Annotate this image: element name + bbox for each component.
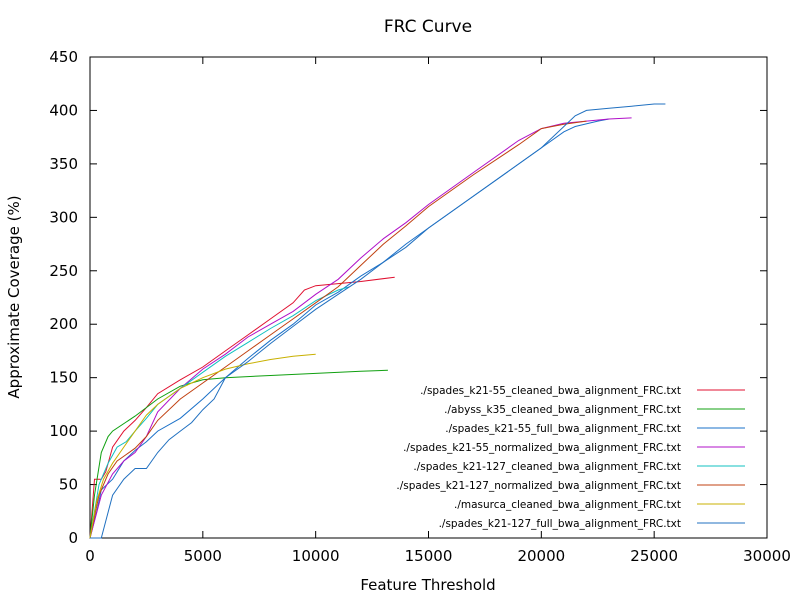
x-tick-label: 10000 (292, 547, 340, 565)
series-line-1 (89, 276, 395, 539)
series-line-4 (89, 117, 632, 539)
series-line-3 (89, 118, 610, 539)
legend-label-4: ./spades_k21-55_normalized_bwa_alignment… (403, 442, 681, 454)
series-line-5 (89, 286, 350, 539)
legend: ./spades_k21-55_cleaned_bwa_alignment_FR… (396, 385, 745, 530)
y-tick-label: 150 (49, 369, 78, 387)
x-tick-label: 5000 (184, 547, 222, 565)
y-tick-label: 300 (49, 208, 78, 226)
series-line-2 (89, 369, 388, 539)
series-lines (89, 103, 666, 539)
y-tick-label: 0 (68, 529, 78, 547)
x-tick-label: 15000 (405, 547, 453, 565)
legend-label-5: ./spades_k21-127_cleaned_bwa_alignment_F… (413, 461, 681, 473)
axis-ticks: 0 5000 10000 15000 20000 25000 30000 0 50 100 150 2… (49, 48, 791, 565)
y-axis-label: Approximate Coverage (%) (5, 195, 23, 398)
x-tick-label: 0 (85, 547, 95, 565)
series-line-7 (89, 353, 316, 539)
y-tick-label: 350 (49, 155, 78, 173)
legend-label-8: ./spades_k21-127_full_bwa_alignment_FRC.… (439, 518, 681, 530)
legend-label-7: ./masurca_cleaned_bwa_alignment_FRC.txt (454, 499, 681, 511)
series-line-8 (90, 103, 666, 539)
x-axis-label: Feature Threshold (360, 576, 495, 594)
legend-label-2: ./abyss_k35_cleaned_bwa_alignment_FRC.tx… (444, 404, 681, 416)
y-tick-label: 50 (59, 476, 78, 494)
x-tick-label: 30000 (743, 547, 791, 565)
y-tick-label: 400 (49, 101, 78, 119)
legend-label-3: ./spades_k21-55_full_bwa_alignment_FRC.t… (445, 423, 681, 435)
legend-label-1: ./spades_k21-55_cleaned_bwa_alignment_FR… (420, 385, 681, 397)
x-tick-label: 25000 (630, 547, 678, 565)
legend-label-6: ./spades_k21-127_normalized_bwa_alignmen… (396, 480, 681, 492)
y-tick-label: 200 (49, 315, 78, 333)
x-tick-label: 20000 (517, 547, 565, 565)
y-tick-label: 100 (49, 422, 78, 440)
y-tick-label: 450 (49, 48, 78, 66)
chart-title: FRC Curve (384, 17, 472, 37)
y-tick-label: 250 (49, 262, 78, 280)
series-line-6 (89, 120, 587, 539)
